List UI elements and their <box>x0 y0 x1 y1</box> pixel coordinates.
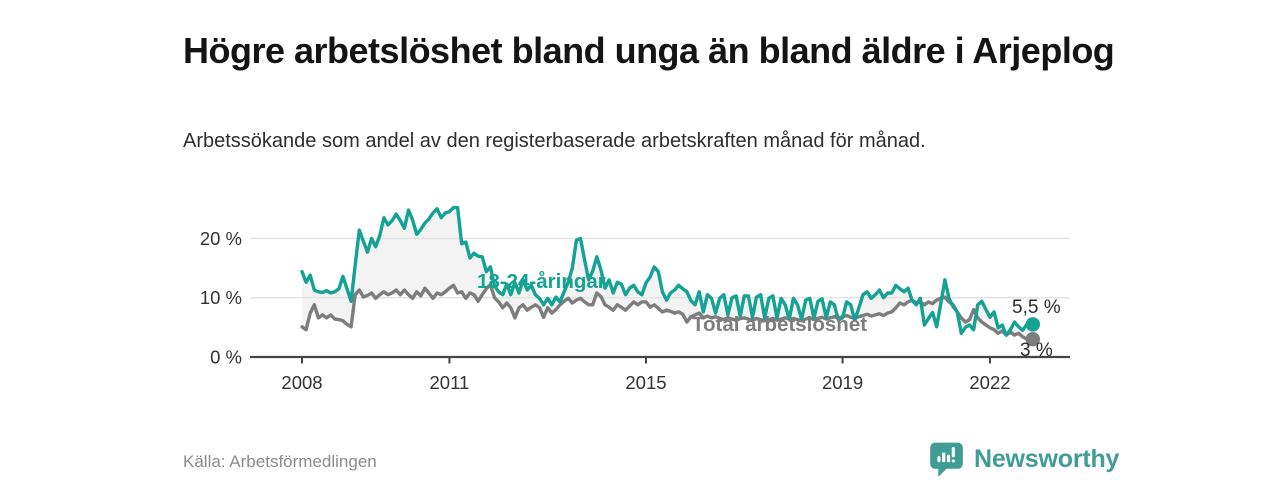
source-credit: Källa: Arbetsförmedlingen <box>183 452 377 471</box>
end-value-label-youth: 5,5 % <box>1012 297 1061 318</box>
end-value-label-total: 3 % <box>1020 340 1053 361</box>
svg-text:2015: 2015 <box>625 372 666 393</box>
series-label-youth: 18-24-åringar <box>477 270 606 293</box>
newsworthy-logo-icon <box>930 442 963 477</box>
svg-text:2019: 2019 <box>822 372 863 393</box>
svg-text:10 %: 10 % <box>200 287 242 308</box>
svg-text:20 %: 20 % <box>200 228 242 249</box>
page-subtitle: Arbetssökande som andel av den registerb… <box>183 130 926 152</box>
svg-text:2011: 2011 <box>430 372 470 393</box>
svg-text:2022: 2022 <box>969 372 1010 393</box>
svg-text:0 %: 0 % <box>210 347 242 368</box>
newsworthy-logo: Newsworthy <box>929 441 1119 478</box>
newsworthy-brand-text: Newsworthy <box>974 445 1120 473</box>
series-label-total: Total arbetslöshet <box>692 313 867 336</box>
chart-plot-area: 2008 2011 2015 2019 2022 0 % 10 % 20 % <box>200 205 1070 393</box>
page-title: Högre arbetslöshet bland unga än bland ä… <box>183 30 1115 72</box>
svg-text:2008: 2008 <box>281 372 322 393</box>
